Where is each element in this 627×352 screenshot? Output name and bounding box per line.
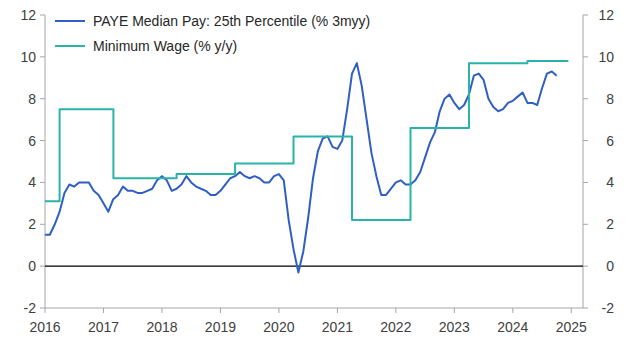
y-tick — [40, 15, 45, 16]
x-tick — [103, 308, 104, 313]
y-tick-label: 4 — [28, 174, 36, 190]
y2-tick — [583, 15, 588, 16]
y-tick — [40, 140, 45, 141]
chart: -2 0 2 4 6 8 10 12 -2 0 2 4 6 8 10 12 2016 2017 2018 2019 20… — [0, 0, 627, 352]
y2-tick-label: 4 — [606, 174, 614, 190]
x-tick-label: 2021 — [322, 319, 353, 335]
y-tick — [40, 266, 45, 267]
x-tick — [512, 308, 513, 313]
y2-tick — [583, 266, 588, 267]
y2-axis-line — [583, 15, 584, 308]
x-tick-label: 2016 — [29, 319, 60, 335]
x-tick-label: 2023 — [439, 319, 470, 335]
x-tick — [161, 308, 162, 313]
legend-swatch — [55, 45, 85, 47]
y-tick-label: 6 — [28, 133, 36, 149]
legend-swatch — [55, 20, 85, 22]
y-tick-label: 0 — [28, 258, 36, 274]
y-tick — [40, 182, 45, 183]
x-tick-label: 2020 — [263, 319, 294, 335]
y2-tick — [583, 224, 588, 225]
x-tick — [278, 308, 279, 313]
x-tick-label: 2025 — [556, 319, 587, 335]
x-tick-label: 2024 — [497, 319, 528, 335]
y2-tick — [583, 98, 588, 99]
y-tick — [40, 98, 45, 99]
x-tick — [45, 308, 46, 313]
x-tick-label: 2017 — [88, 319, 119, 335]
x-tick — [454, 308, 455, 313]
y2-tick — [583, 56, 588, 57]
y-tick-label: 2 — [28, 216, 36, 232]
y-tick — [40, 224, 45, 225]
x-tick-label: 2022 — [380, 319, 411, 335]
y2-tick-label: 0 — [606, 258, 614, 274]
x-tick-label: 2018 — [146, 319, 177, 335]
legend-label: Minimum Wage (% y/y) — [93, 38, 237, 54]
x-tick — [395, 308, 396, 313]
y2-tick-label: 6 — [606, 133, 614, 149]
y2-tick — [583, 182, 588, 183]
zero-line — [45, 266, 583, 267]
y-axis-line — [45, 15, 46, 308]
y-tick-label: 12 — [20, 7, 36, 23]
legend-label: PAYE Median Pay: 25th Percentile (% 3myy… — [93, 13, 370, 29]
x-tick — [337, 308, 338, 313]
y2-tick — [583, 140, 588, 141]
x-tick-label: 2019 — [205, 319, 236, 335]
y2-tick-label: -2 — [602, 300, 615, 316]
x-tick — [571, 308, 572, 313]
y-tick — [40, 308, 45, 309]
y2-tick-label: 12 — [598, 7, 614, 23]
series-line — [45, 61, 568, 220]
y2-tick-label: 8 — [606, 91, 614, 107]
y2-tick-label: 10 — [598, 49, 614, 65]
y-tick — [40, 56, 45, 57]
y-tick-label: -2 — [24, 300, 37, 316]
y2-tick-label: 2 — [606, 216, 614, 232]
x-axis-line — [45, 308, 583, 309]
x-tick — [220, 308, 221, 313]
y2-tick — [583, 308, 588, 309]
plot-lines — [45, 61, 568, 272]
series-line — [45, 63, 557, 272]
y-tick-label: 8 — [28, 91, 36, 107]
y-tick-label: 10 — [20, 49, 36, 65]
